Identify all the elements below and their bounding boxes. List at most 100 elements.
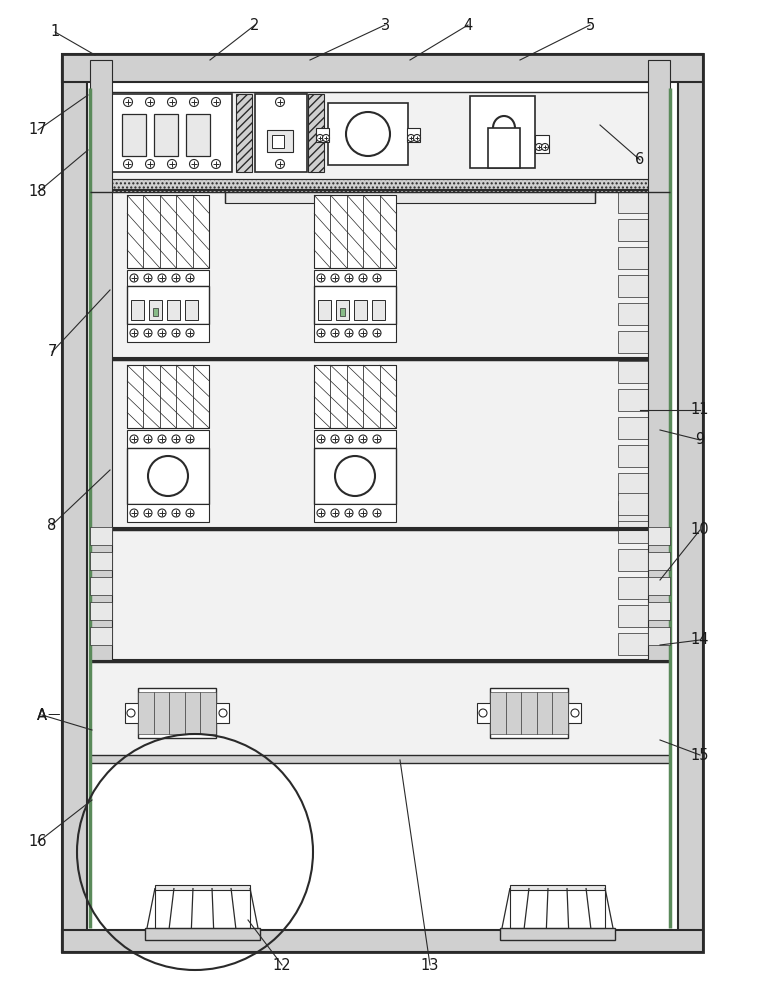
Bar: [110, 94, 232, 172]
Bar: [160, 365, 176, 428]
Circle shape: [542, 143, 548, 150]
Bar: [618, 191, 666, 213]
Circle shape: [158, 509, 166, 517]
Bar: [568, 703, 581, 723]
Bar: [90, 602, 112, 620]
Circle shape: [167, 98, 176, 106]
Circle shape: [317, 134, 324, 141]
Bar: [618, 605, 666, 627]
Circle shape: [219, 709, 227, 717]
Bar: [90, 88, 670, 928]
Circle shape: [373, 329, 381, 337]
Bar: [648, 627, 670, 645]
Bar: [127, 195, 209, 268]
Bar: [160, 195, 176, 268]
Circle shape: [186, 329, 194, 337]
Bar: [347, 365, 364, 428]
Circle shape: [317, 274, 325, 282]
Circle shape: [359, 435, 367, 443]
Bar: [314, 286, 396, 324]
Bar: [618, 389, 666, 411]
Circle shape: [345, 329, 353, 337]
Bar: [127, 365, 209, 428]
Bar: [618, 521, 666, 543]
Bar: [328, 103, 408, 165]
Bar: [318, 300, 331, 320]
Circle shape: [407, 134, 414, 141]
Bar: [618, 633, 666, 655]
Text: A: A: [37, 708, 47, 722]
Circle shape: [127, 709, 135, 717]
Bar: [90, 552, 112, 570]
Bar: [314, 430, 396, 448]
Bar: [236, 94, 252, 172]
Circle shape: [345, 435, 353, 443]
Circle shape: [123, 98, 133, 106]
Text: 14: 14: [691, 633, 709, 648]
Bar: [500, 928, 615, 940]
Circle shape: [359, 329, 367, 337]
Circle shape: [345, 274, 353, 282]
Text: 1: 1: [51, 24, 60, 39]
Bar: [490, 688, 568, 738]
Bar: [314, 504, 396, 522]
Bar: [522, 692, 537, 734]
Circle shape: [189, 159, 199, 168]
Bar: [167, 300, 180, 320]
Bar: [145, 928, 260, 940]
Circle shape: [479, 709, 487, 717]
Text: 17: 17: [28, 122, 48, 137]
Circle shape: [212, 98, 220, 106]
Text: 7: 7: [48, 344, 57, 360]
Bar: [90, 360, 670, 528]
Bar: [127, 504, 209, 522]
Bar: [90, 92, 670, 180]
Bar: [340, 308, 345, 316]
Bar: [648, 552, 670, 570]
Bar: [127, 324, 209, 342]
Circle shape: [144, 509, 152, 517]
Circle shape: [130, 435, 138, 443]
Circle shape: [172, 329, 180, 337]
Bar: [618, 331, 666, 353]
Bar: [354, 300, 367, 320]
Circle shape: [130, 274, 138, 282]
Bar: [90, 527, 112, 545]
Circle shape: [373, 274, 381, 282]
Bar: [314, 270, 396, 286]
Bar: [364, 365, 380, 428]
Circle shape: [331, 329, 339, 337]
Bar: [552, 692, 568, 734]
Bar: [648, 60, 670, 660]
Circle shape: [275, 159, 285, 168]
Bar: [648, 602, 670, 620]
Bar: [138, 688, 216, 738]
Bar: [314, 448, 396, 504]
Bar: [186, 114, 210, 156]
Circle shape: [335, 456, 375, 496]
Bar: [127, 270, 209, 286]
Bar: [176, 195, 193, 268]
Circle shape: [186, 274, 194, 282]
Bar: [331, 195, 347, 268]
Bar: [255, 94, 307, 172]
Circle shape: [359, 274, 367, 282]
Bar: [314, 195, 396, 268]
Bar: [618, 493, 666, 515]
Circle shape: [317, 329, 325, 337]
Bar: [154, 114, 178, 156]
Bar: [308, 94, 324, 172]
Circle shape: [189, 98, 199, 106]
Circle shape: [212, 159, 220, 168]
Bar: [153, 692, 170, 734]
Circle shape: [345, 509, 353, 517]
Bar: [618, 473, 666, 495]
Bar: [149, 300, 162, 320]
Circle shape: [172, 509, 180, 517]
Bar: [380, 365, 396, 428]
Circle shape: [359, 509, 367, 517]
Bar: [537, 692, 552, 734]
Bar: [470, 96, 535, 168]
Circle shape: [317, 509, 325, 517]
Bar: [380, 195, 396, 268]
